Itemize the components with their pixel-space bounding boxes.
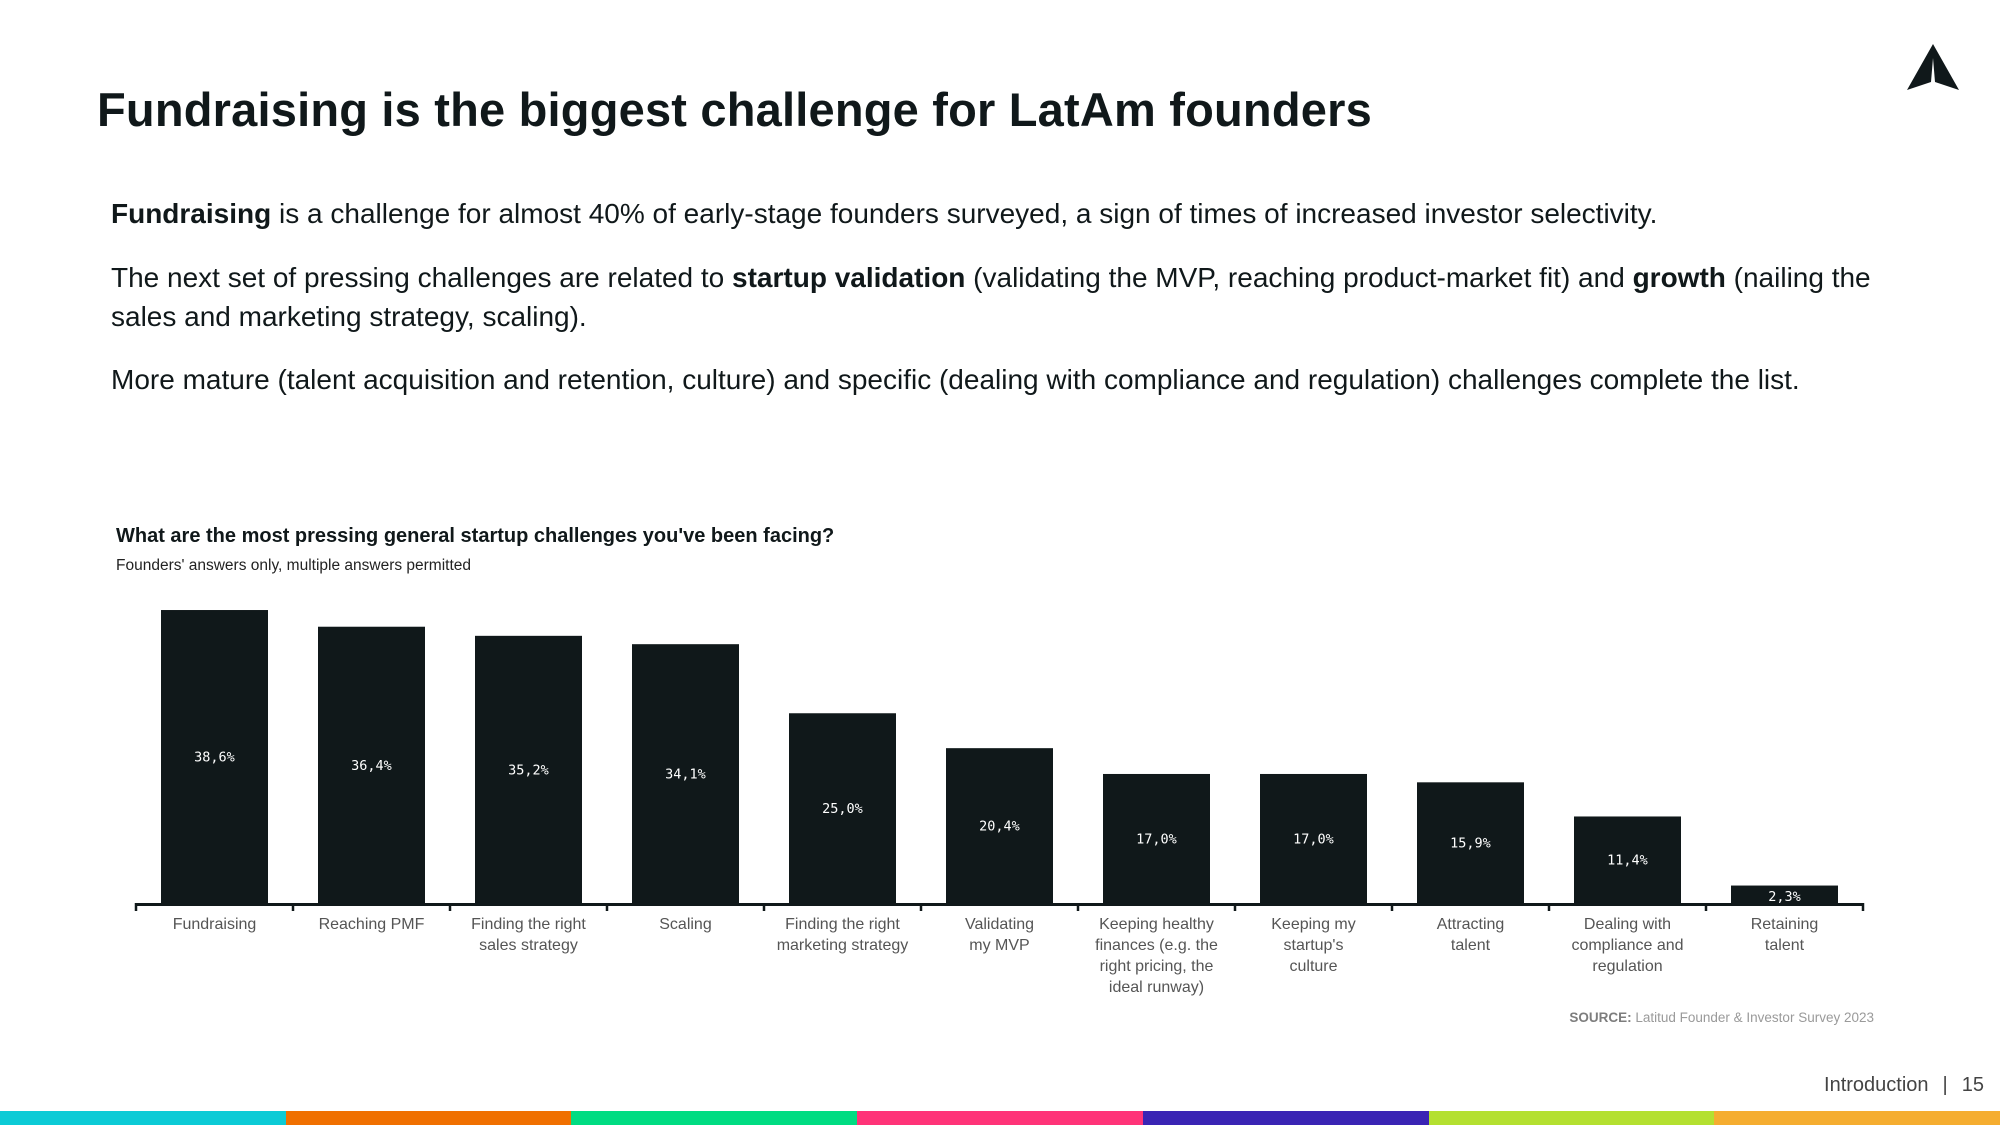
category-label: Reaching PMF	[319, 916, 425, 933]
data-label: 17,0%	[1293, 831, 1334, 847]
bar	[1103, 773, 1210, 903]
page-number: 15	[1961, 1074, 1984, 1096]
data-label: 35,2%	[508, 762, 549, 778]
category-label: Attracting	[1437, 916, 1505, 933]
strip-segment	[857, 1111, 1143, 1125]
bar	[632, 644, 739, 903]
bar-chart: 38,6% Fundraising 36,4% Reaching PMF 35,2% Fi…	[134, 610, 1865, 996]
category-label: talent	[1765, 937, 1805, 954]
footer: Introduction | 15	[1824, 1074, 1984, 1097]
category-label: Retaining	[1751, 916, 1819, 933]
bar	[161, 610, 268, 903]
bar	[318, 626, 425, 903]
latitud-logo-icon	[1907, 44, 1959, 90]
bar	[789, 713, 896, 903]
data-label: 36,4%	[351, 758, 392, 774]
category-label: Finding the right	[785, 916, 900, 933]
data-label: 20,4%	[979, 819, 1020, 835]
category-label: my MVP	[969, 937, 1029, 954]
strip-segment	[0, 1111, 286, 1125]
category-label: Fundraising	[173, 916, 257, 933]
category-label: sales strategy	[479, 937, 578, 954]
strip-segment	[1714, 1111, 2000, 1125]
category-label: startup's	[1284, 937, 1344, 954]
category-label: marketing strategy	[777, 937, 909, 954]
slide-title: Fundraising is the biggest challenge for…	[97, 83, 1372, 136]
category-label: regulation	[1592, 958, 1662, 975]
bar	[475, 635, 582, 903]
footer-section: Introduction	[1824, 1074, 1929, 1096]
category-label: Keeping my	[1271, 916, 1356, 933]
category-label: compliance and	[1571, 937, 1683, 954]
bar	[1417, 782, 1524, 903]
category-label: Finding the right	[471, 916, 586, 933]
strip-segment	[1428, 1111, 1715, 1125]
category-label: Scaling	[659, 916, 711, 933]
category-label: Validating	[965, 916, 1034, 933]
category-label: finances (e.g. the	[1095, 937, 1218, 954]
category-label: Keeping healthy	[1099, 916, 1214, 933]
paragraph-validation-growth: The next set of pressing challenges are …	[111, 262, 1871, 332]
footer-separator: |	[1942, 1074, 1948, 1096]
data-label: 38,6%	[194, 750, 235, 766]
bar	[1260, 773, 1367, 903]
chart-title: What are the most pressing general start…	[116, 525, 835, 547]
data-label: 25,0%	[822, 801, 863, 817]
data-label: 11,4%	[1607, 853, 1648, 869]
chart-subtitle: Founders' answers only, multiple answers…	[116, 557, 472, 574]
category-label: ideal runway)	[1109, 979, 1204, 996]
data-label: 2,3%	[1768, 889, 1801, 905]
strip-segment	[285, 1111, 572, 1125]
color-strip	[0, 1111, 2000, 1125]
category-label: talent	[1451, 937, 1491, 954]
bar	[946, 748, 1053, 903]
bar	[1731, 885, 1838, 903]
paragraph-mature-challenges: More mature (talent acquisition and rete…	[111, 364, 1800, 395]
paragraph-fundraising: Fundraising is a challenge for almost 40…	[111, 198, 1658, 229]
data-label: 15,9%	[1450, 836, 1491, 852]
category-label: right pricing, the	[1100, 958, 1214, 975]
strip-segment	[1142, 1111, 1429, 1125]
category-label: culture	[1289, 958, 1337, 975]
source-note: SOURCE: Latitud Founder & Investor Surve…	[1569, 1010, 1874, 1025]
data-label: 17,0%	[1136, 831, 1177, 847]
category-label: Dealing with	[1584, 916, 1671, 933]
data-label: 34,1%	[665, 767, 706, 783]
bar	[1574, 816, 1681, 903]
strip-segment	[571, 1111, 858, 1125]
